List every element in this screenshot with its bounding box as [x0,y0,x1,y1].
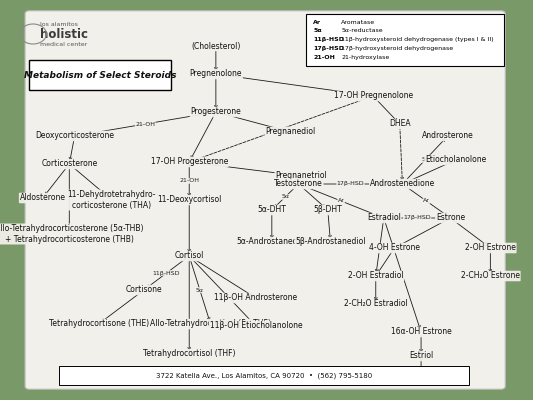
Text: 21-OH: 21-OH [313,54,335,60]
Text: los alamitos: los alamitos [40,22,78,26]
Text: 11β-HSD: 11β-HSD [313,37,344,42]
Text: 2-OH Estriol: 2-OH Estriol [398,376,444,384]
Text: Ar: Ar [338,198,344,204]
Text: 17-OH Progesterone: 17-OH Progesterone [150,158,228,166]
Text: (Cholesterol): (Cholesterol) [191,42,240,50]
Text: Allo-Tetrahydrocortisol (5α-THF): Allo-Tetrahydrocortisol (5α-THF) [150,320,271,328]
Text: Etiocholanolone: Etiocholanolone [425,156,486,164]
Text: Estrone: Estrone [436,214,465,222]
Text: 11β-OH Androsterone: 11β-OH Androsterone [214,294,297,302]
Text: Aromatase: Aromatase [341,20,375,25]
FancyBboxPatch shape [306,14,504,66]
Text: 5α-DHT: 5α-DHT [257,206,286,214]
FancyBboxPatch shape [29,60,171,90]
Text: 21-hydroxylase: 21-hydroxylase [341,54,390,60]
Text: Cortisone: Cortisone [126,286,162,294]
Text: Progesterone: Progesterone [190,108,241,116]
Text: 17β-hydroxysteroid dehydrogenase: 17β-hydroxysteroid dehydrogenase [341,46,453,51]
Text: 11-Dehydrotetrahydro-
corticosterone (THA): 11-Dehydrotetrahydro- corticosterone (TH… [68,190,156,210]
Text: 11-Deoxycortisol: 11-Deoxycortisol [157,196,221,204]
Text: 5α: 5α [281,194,289,200]
FancyBboxPatch shape [25,11,505,389]
Text: 2-OH Estradiol: 2-OH Estradiol [348,272,403,280]
Text: 17β-HSD: 17β-HSD [403,216,431,220]
Text: Cortisol: Cortisol [174,252,204,260]
Text: 21-OH: 21-OH [179,178,199,184]
Text: medical center: medical center [40,42,87,46]
Text: Androstenedione: Androstenedione [370,180,435,188]
Text: Estradiol: Estradiol [367,214,401,222]
Text: 17-OH Pregnenolone: 17-OH Pregnenolone [334,92,413,100]
Text: Deoxycorticosterone: Deoxycorticosterone [35,132,114,140]
Text: Estriol: Estriol [409,352,433,360]
Text: 17β-HSD: 17β-HSD [313,46,344,51]
Text: DHEA: DHEA [389,120,410,128]
Text: holistic: holistic [40,28,88,40]
Text: Androsterone: Androsterone [422,132,474,140]
Text: Allo-Tetrahydrocorticosterone (5α-THB)
+ Tetrahydrocorticosterone (THB): Allo-Tetrahydrocorticosterone (5α-THB) +… [0,224,143,244]
Text: Ar: Ar [423,198,430,204]
Text: 11β-OH Etiocholanolone: 11β-OH Etiocholanolone [209,322,302,330]
Text: 11β-HSD: 11β-HSD [153,270,180,276]
Text: 2-OH Estrone: 2-OH Estrone [465,244,516,252]
Text: Metabolism of Select Steroids: Metabolism of Select Steroids [23,70,176,80]
Text: 2-CH₂O Estradiol: 2-CH₂O Estradiol [344,300,408,308]
Text: Pregnenolone: Pregnenolone [190,70,242,78]
Text: Pregnanediol: Pregnanediol [265,128,316,136]
Text: Testosterone: Testosterone [274,180,323,188]
Text: Tetrahydrocortisone (THE): Tetrahydrocortisone (THE) [49,320,149,328]
Text: 5β-Androstanediol: 5β-Androstanediol [295,238,366,246]
Text: Pregnanetriol: Pregnanetriol [275,172,327,180]
Text: 11β-hydroxysteroid dehydrogenase (types I & II): 11β-hydroxysteroid dehydrogenase (types … [341,37,494,42]
Text: 17β-HSD: 17β-HSD [337,182,364,186]
Text: 5α: 5α [421,158,429,162]
Text: 5α: 5α [196,288,204,292]
Text: 2-CH₂O Estrone: 2-CH₂O Estrone [461,272,520,280]
Text: 5α: 5α [313,28,322,33]
Text: Corticosterone: Corticosterone [41,160,98,168]
Text: 5α-Androstanediol: 5α-Androstanediol [237,238,307,246]
Text: Aldosterone: Aldosterone [20,194,66,202]
Text: 3722 Katella Ave., Los Alamitos, CA 90720  •  (562) 795-5180: 3722 Katella Ave., Los Alamitos, CA 9072… [156,372,372,379]
Text: Tetrahydrocortisol (THF): Tetrahydrocortisol (THF) [143,350,236,358]
Text: Ar: Ar [313,20,321,25]
Text: 4-OH Estrone: 4-OH Estrone [369,244,420,252]
FancyBboxPatch shape [59,366,469,385]
Text: 5β-DHT: 5β-DHT [313,206,342,214]
Text: 16α-OH Estrone: 16α-OH Estrone [391,328,451,336]
Text: 5α-reductase: 5α-reductase [341,28,383,33]
Text: 21-OH: 21-OH [135,122,155,126]
